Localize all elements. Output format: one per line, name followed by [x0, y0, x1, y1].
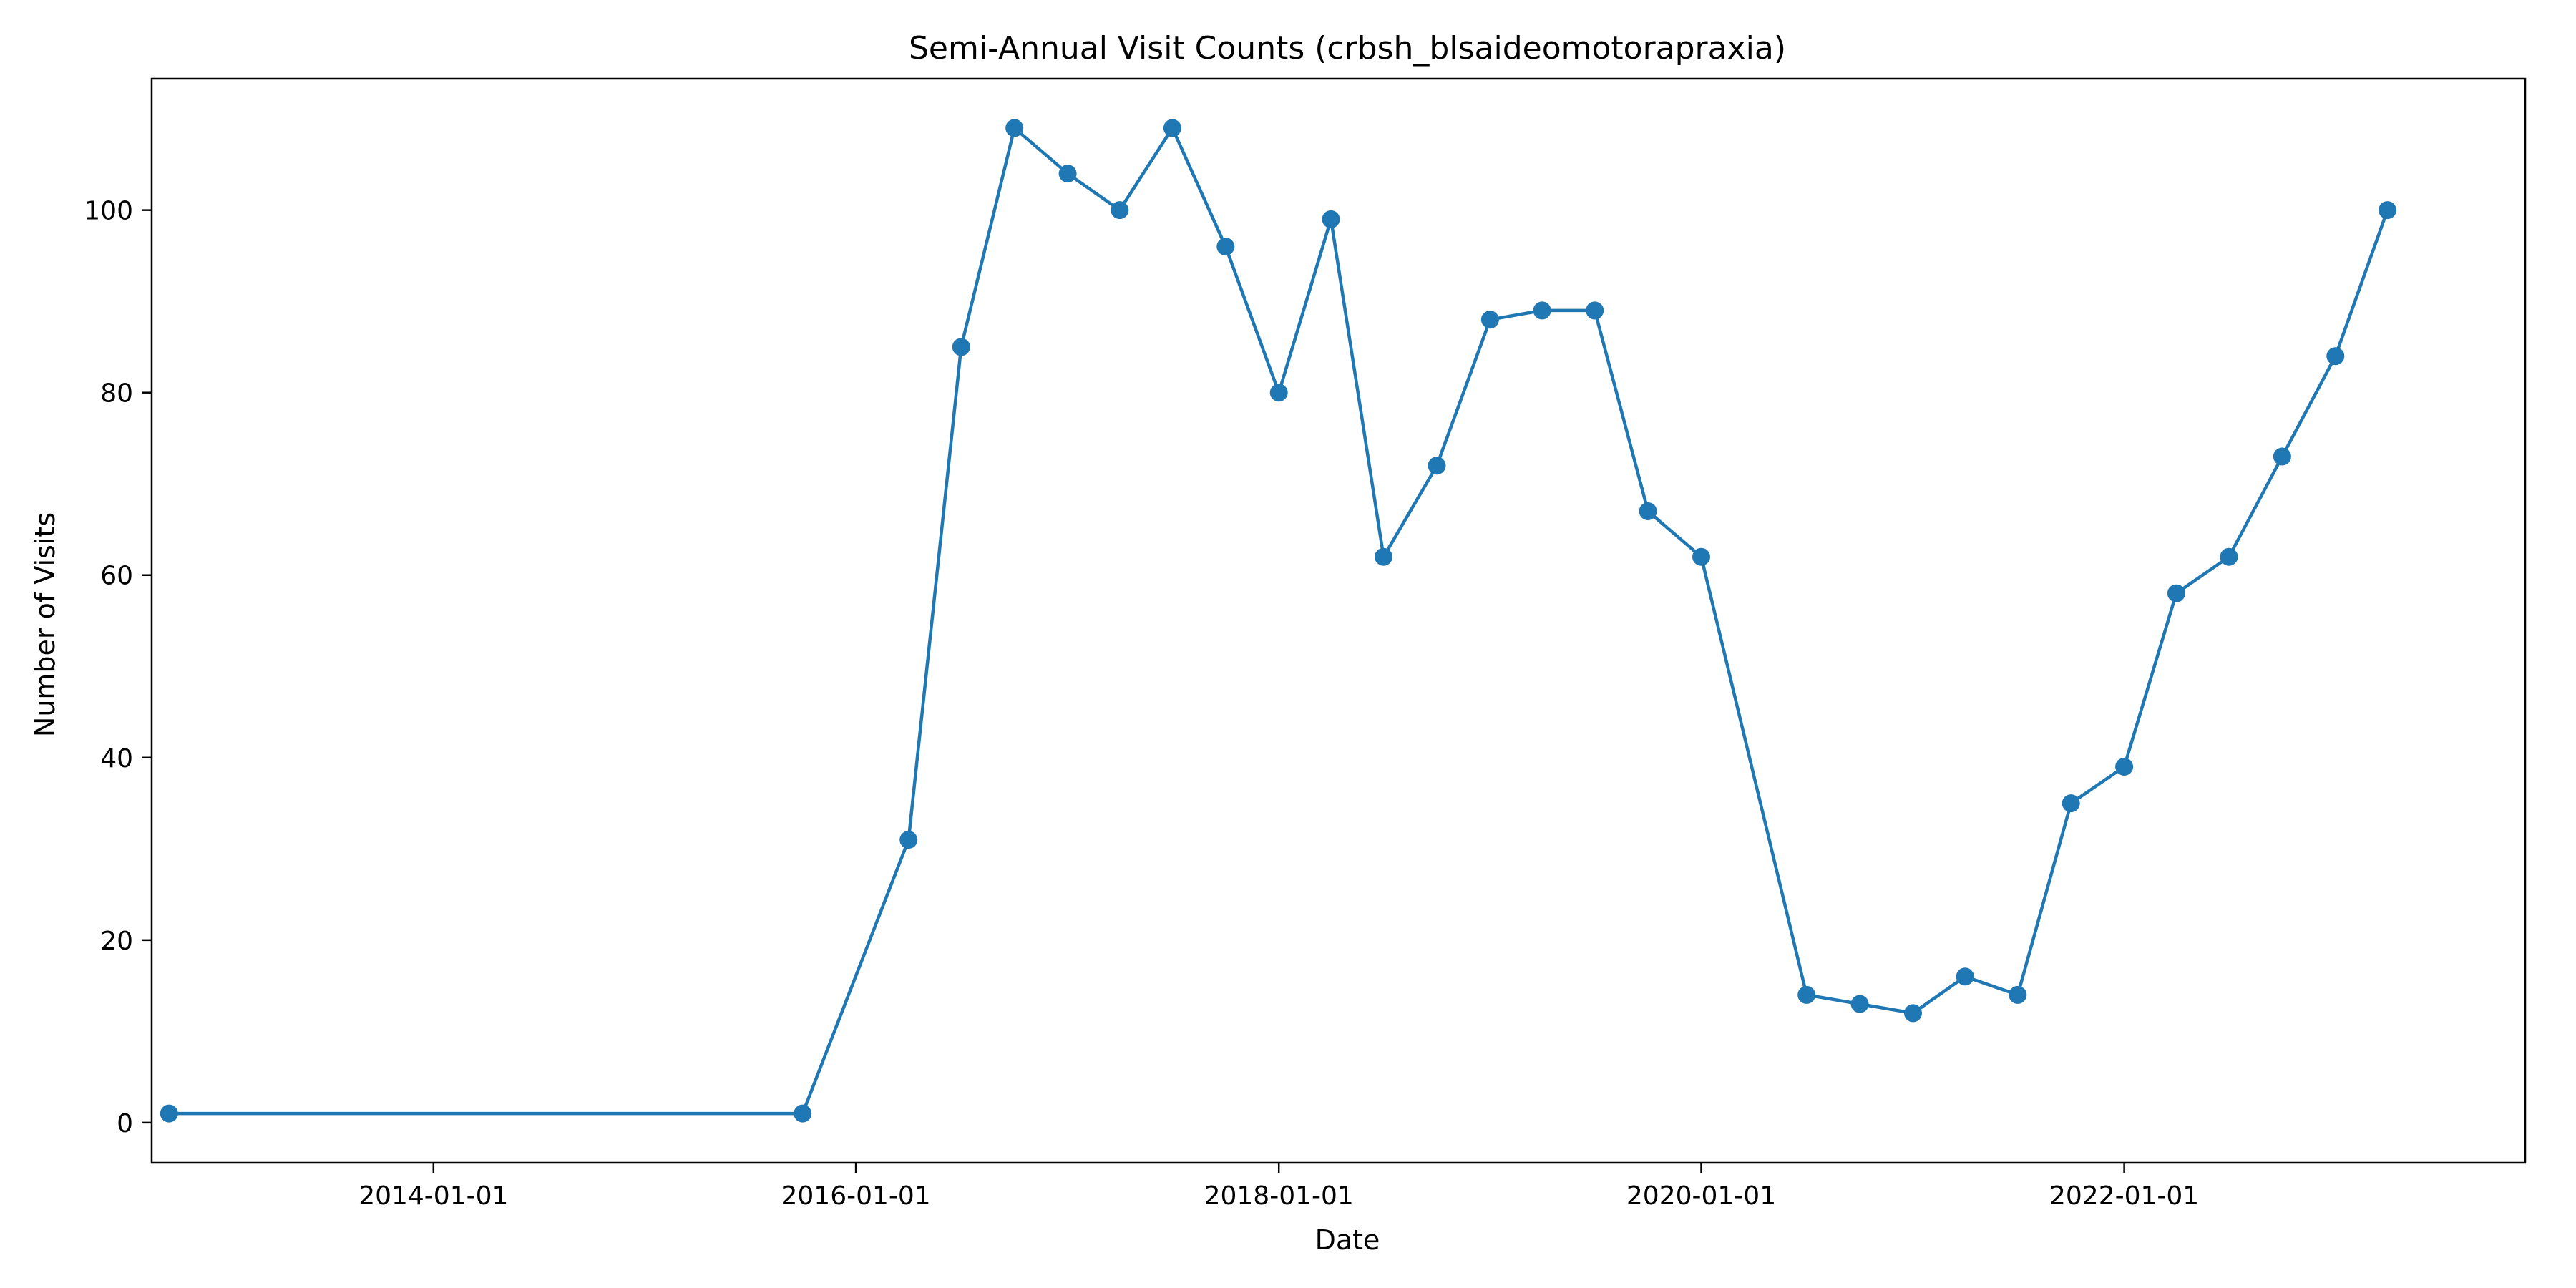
chart-title: Semi-Annual Visit Counts (crbsh_blsaideo…	[909, 30, 1786, 67]
data-point	[1216, 238, 1235, 256]
y-axis-label: Number of Visits	[29, 512, 61, 737]
data-point	[2273, 447, 2291, 466]
data-point	[1904, 1004, 1922, 1023]
data-point	[2062, 794, 2080, 813]
x-axis-label: Date	[1315, 1224, 1380, 1256]
x-tick-label: 2014-01-01	[358, 1181, 508, 1211]
x-tick-label: 2016-01-01	[781, 1181, 930, 1211]
x-tick-label: 2020-01-01	[1626, 1181, 1776, 1211]
data-point	[1797, 985, 1816, 1004]
data-point	[1692, 547, 1710, 566]
data-point	[1639, 502, 1657, 520]
y-tick-label: 60	[100, 562, 133, 591]
data-point	[1269, 384, 1288, 402]
data-point	[1163, 119, 1181, 137]
y-tick-label: 40	[100, 744, 133, 774]
data-point	[1533, 301, 1551, 320]
x-tick-label: 2018-01-01	[1204, 1181, 1354, 1211]
y-tick-label: 80	[100, 379, 133, 409]
data-point	[1111, 201, 1129, 220]
data-point	[1375, 547, 1393, 566]
data-point	[2379, 201, 2396, 220]
data-point	[1322, 210, 1340, 228]
data-point	[2115, 758, 2134, 776]
data-point	[1850, 995, 1869, 1013]
data-point	[1058, 165, 1077, 183]
plot-frame	[150, 77, 2527, 1164]
data-point	[1428, 457, 1446, 475]
data-point	[2009, 985, 2027, 1004]
y-tick-label: 0	[117, 1109, 133, 1138]
data-point	[2220, 547, 2238, 566]
data-point	[160, 1104, 178, 1123]
y-tick-label: 20	[100, 927, 133, 956]
data-point	[2326, 347, 2345, 366]
data-point	[794, 1104, 812, 1123]
data-point	[2167, 584, 2185, 602]
plot-layer	[160, 119, 2396, 1123]
data-point	[1480, 311, 1499, 329]
axes-layer: 2014-01-01 2016-01-01 2018-01-01 2020-01-01…	[84, 77, 2527, 1211]
series-line	[167, 126, 2389, 1116]
x-tick-label: 2022-01-01	[2049, 1181, 2199, 1211]
data-point	[1956, 967, 1974, 986]
data-point	[1586, 301, 1604, 320]
data-point	[899, 831, 918, 849]
y-tick-label: 100	[84, 197, 133, 226]
data-point	[952, 338, 970, 356]
data-point	[1005, 119, 1024, 137]
